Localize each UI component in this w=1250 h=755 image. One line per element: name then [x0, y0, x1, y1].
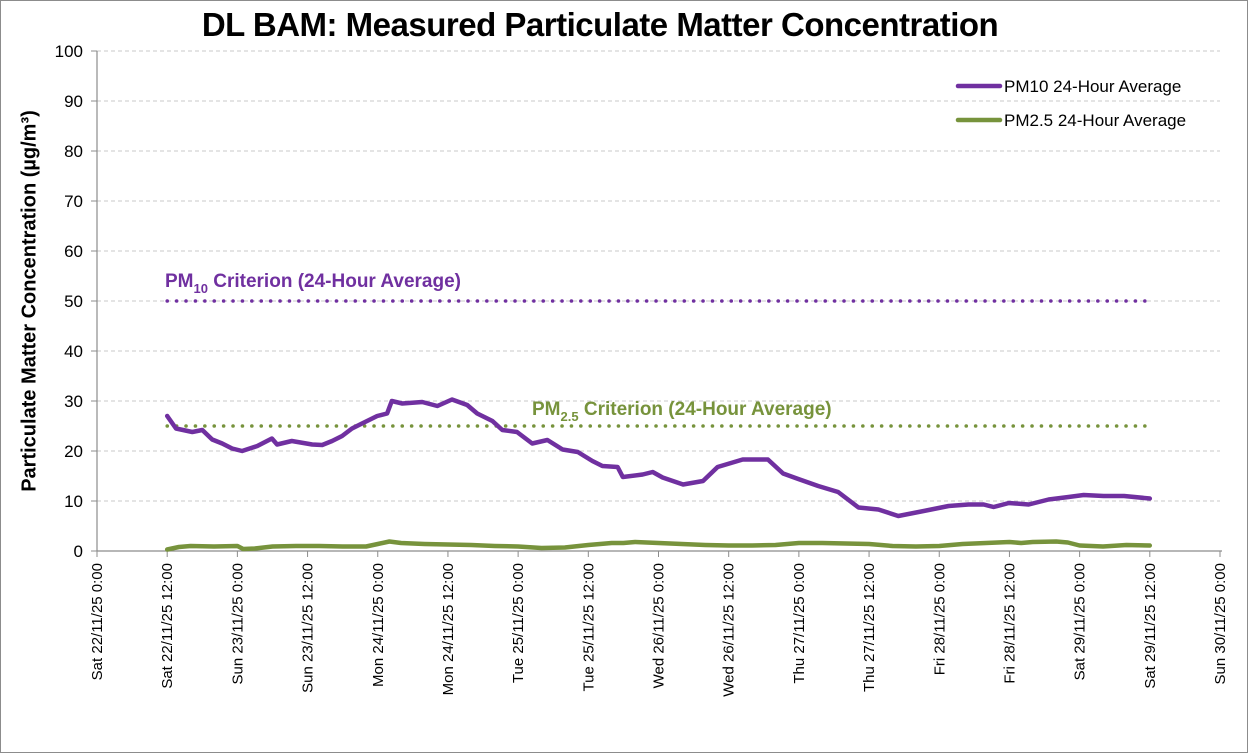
x-tick-label: Mon 24/11/25 0:00 — [370, 563, 387, 687]
x-tick-label: Sat 29/11/25 0:00 — [1072, 563, 1089, 680]
y-tick-label: 60 — [64, 242, 83, 261]
y-tick-label: 40 — [64, 342, 83, 361]
axes — [96, 51, 1222, 552]
legend: PM10 24-Hour Average PM2.5 24-Hour Averag… — [955, 77, 1186, 130]
criterion-label-rest: Criterion (24-Hour Average) — [208, 271, 461, 292]
criterion-label-sub: 10 — [194, 281, 208, 296]
y-tick-label: 0 — [74, 542, 83, 561]
reference-lines: PM10 Criterion (24-Hour Average)PM2.5 Cr… — [165, 271, 1152, 428]
x-axis-ticks: Sat 22/11/25 0:00 Sat 22/11/25 12:00 Sun 2… — [89, 551, 1229, 697]
data-series — [164, 397, 1153, 552]
criterion-label-main: PM — [165, 271, 194, 292]
x-tick-label: Fri 28/11/25 12:00 — [1001, 563, 1018, 684]
y-tick-label: 80 — [64, 142, 83, 161]
legend-label-pm10: PM10 24-Hour Average — [1004, 77, 1181, 96]
y-axis-ticks: 0 10 20 30 40 50 60 70 80 90 100 — [55, 42, 97, 561]
x-tick-label: Sun 23/11/25 0:00 — [229, 563, 246, 685]
x-tick-label: Tue 25/11/25 0:00 — [510, 563, 527, 683]
gridlines — [97, 50, 1220, 502]
y-tick-label: 10 — [64, 492, 83, 511]
x-tick-label: Mon 24/11/25 12:00 — [440, 563, 457, 695]
series-line-pm25 — [164, 539, 1153, 552]
x-tick-label: Wed 26/11/25 0:00 — [651, 563, 668, 688]
x-tick-label: Thu 27/11/25 0:00 — [791, 563, 808, 684]
y-tick-label: 100 — [55, 42, 83, 61]
x-tick-label: Sun 23/11/25 12:00 — [300, 563, 317, 693]
x-tick-label: Tue 25/11/25 12:00 — [580, 563, 597, 691]
x-tick-label: Sat 22/11/25 12:00 — [159, 563, 176, 689]
x-tick-label: Thu 27/11/25 12:00 — [861, 563, 878, 692]
x-tick-label: Sat 29/11/25 12:00 — [1142, 563, 1159, 689]
criterion-label: PM10 Criterion (24-Hour Average) — [165, 271, 461, 296]
series-line-pm10 — [164, 397, 1153, 519]
x-tick-label: Sat 22/11/25 0:00 — [89, 563, 106, 680]
chart-title: DL BAM: Measured Particulate Matter Conc… — [201, 6, 999, 43]
y-tick-label: 90 — [64, 92, 83, 111]
y-tick-label: 50 — [64, 292, 83, 311]
x-tick-label: Sun 30/11/25 0:00 — [1212, 563, 1229, 685]
y-tick-label: 70 — [64, 192, 83, 211]
y-tick-label: 30 — [64, 392, 83, 411]
x-tick-label: Fri 28/11/25 0:00 — [931, 563, 948, 675]
criterion-label-rest: Criterion (24-Hour Average) — [579, 399, 832, 420]
criterion-label: PM2.5 Criterion (24-Hour Average) — [532, 399, 832, 424]
x-tick-label: Wed 26/11/25 12:00 — [721, 563, 738, 697]
criterion-label-sub: 2.5 — [561, 409, 579, 424]
legend-label-pm25: PM2.5 24-Hour Average — [1004, 111, 1186, 130]
criterion-label-main: PM — [532, 399, 561, 420]
y-tick-label: 20 — [64, 442, 83, 461]
